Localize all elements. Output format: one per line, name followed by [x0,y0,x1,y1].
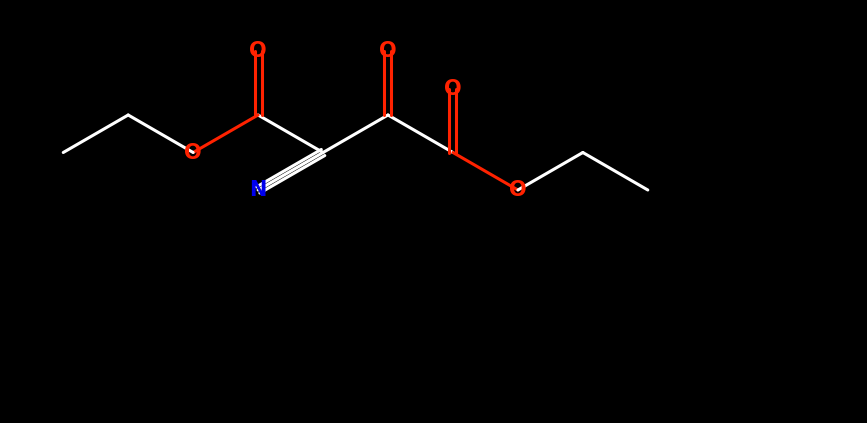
Text: O: O [379,41,397,61]
Text: O: O [185,143,202,162]
Text: O: O [509,180,527,200]
Text: O: O [444,79,462,99]
Text: N: N [250,180,267,200]
Text: O: O [250,41,267,61]
